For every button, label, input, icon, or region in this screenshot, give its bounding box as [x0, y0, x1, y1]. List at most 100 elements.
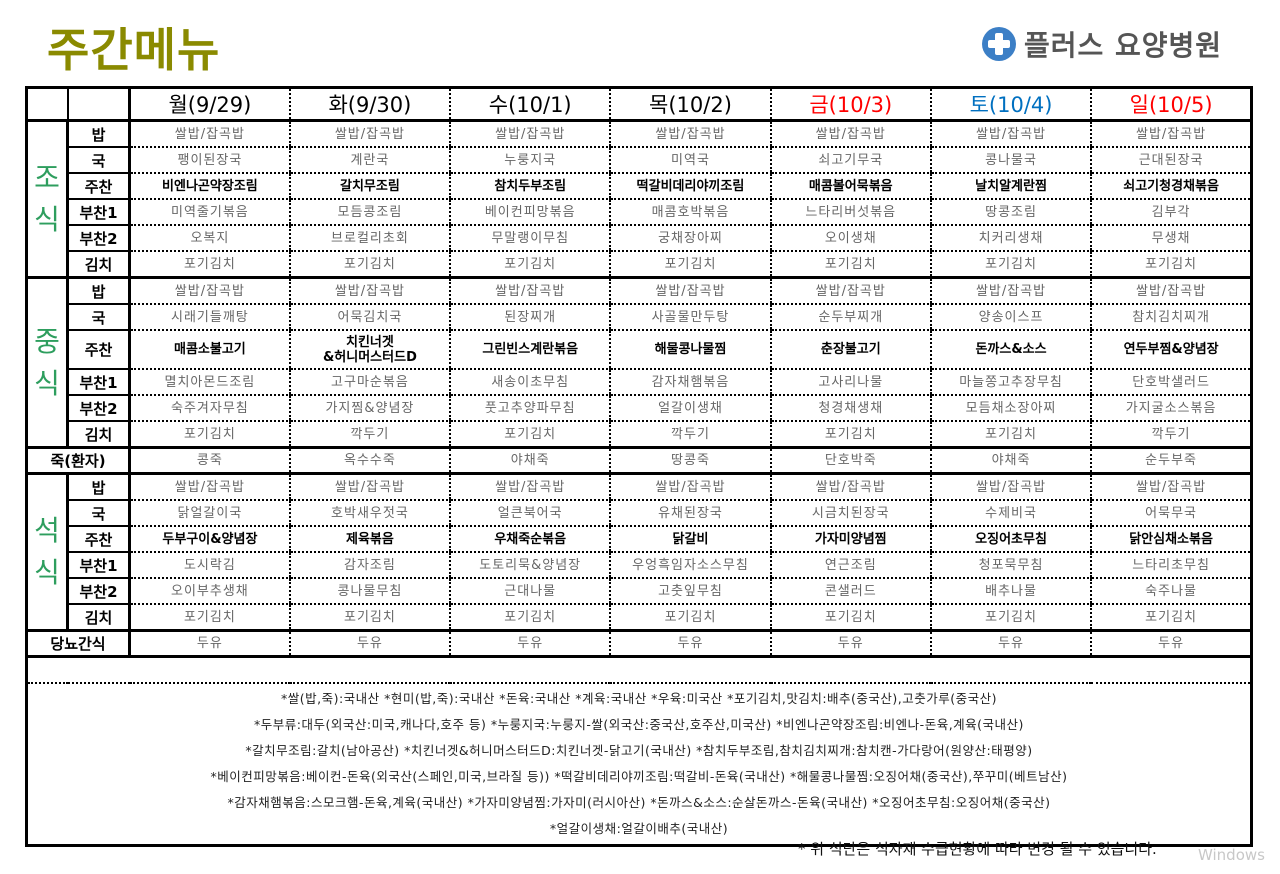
category-label: 국	[67, 147, 131, 174]
menu-cell: 떡갈비데리야끼조림	[609, 173, 771, 200]
menu-cell: 쌀밥/잡곡밥	[1090, 277, 1252, 305]
menu-cell: 깍두기	[1090, 421, 1252, 449]
menu-cell: 쌀밥/잡곡밥	[929, 277, 1092, 305]
medical-cross-icon	[982, 27, 1016, 61]
table-row: 부찬1 도시락김 감자조림 도토리묵&양념장 우엉흑임자소스무침 연근조림 청포묵무침 느타리…	[27, 552, 1252, 579]
menu-cell: 느타리버섯볶음	[769, 199, 931, 226]
header-row: 월(9/29) 화(9/30) 수(10/1) 목(10/2) 금(10/3) 토(10/…	[26, 87, 1252, 122]
category-label: 부찬2	[67, 578, 131, 605]
category-label: 김치	[67, 604, 131, 632]
spacer-cell	[26, 656, 1252, 684]
menu-cell: 포기김치	[769, 251, 931, 279]
category-label: 부찬1	[67, 552, 131, 579]
menu-cell: 콩나물국	[929, 147, 1092, 174]
menu-cell: 베이컨피망볶음	[449, 199, 611, 226]
menu-cell: 해물콩나물찜	[609, 330, 771, 370]
meal-label: 석식	[26, 473, 69, 632]
menu-cell: 포기김치	[769, 604, 931, 632]
menu-cell: 포기김치	[929, 421, 1092, 449]
menu-cell: 고사리나물	[769, 369, 931, 396]
menu-cell: 오복지	[129, 225, 290, 252]
menu-cell: 브로컬리초회	[288, 225, 451, 252]
menu-cell: 콩나물무침	[288, 578, 451, 605]
menu-cell: 쌀밥/잡곡밥	[129, 120, 290, 148]
menu-cell: 땅콩조림	[929, 199, 1092, 226]
menu-cell: 미역줄기볶음	[129, 199, 290, 226]
menu-cell: 매콤볼어묵볶음	[769, 173, 931, 200]
menu-cell: 우채죽순볶음	[449, 526, 611, 553]
menu-cell: 오이부추생채	[129, 578, 290, 605]
menu-cell: 오이생채	[769, 225, 931, 252]
menu-cell: 배추나물	[929, 578, 1092, 605]
table-row: 주찬 비엔나곤약장조림 갈치무조림 참치두부조림 떡갈비데리야끼조림 매콤볼어묵볶음 날치알…	[27, 173, 1252, 200]
origin-notes: *쌀(밥,죽):국내산 *현미(밥,죽):국내산 *돈육:국내산 *계육:국내산…	[27, 683, 1252, 846]
menu-cell: 가지굴소스볶음	[1090, 395, 1252, 422]
menu-cell: 포기김치	[288, 604, 451, 632]
table-row: 당뇨간식 두유 두유 두유 두유 두유 두유 두유	[26, 630, 1252, 658]
menu-cell: 사골물만두탕	[609, 304, 771, 331]
menu-cell: 쌀밥/잡곡밥	[129, 473, 290, 501]
menu-cell: 멸치아몬드조림	[129, 369, 290, 396]
day-header: 일(10/5)	[1090, 87, 1252, 122]
menu-cell: 쇠고기청경채볶음	[1090, 173, 1252, 200]
menu-cell: 포기김치	[449, 604, 611, 632]
day-header: 화(9/30)	[288, 87, 451, 122]
table-row: 부찬1 미역줄기볶음 모듬콩조림 베이컨피망볶음 매콤호박볶음 느타리버섯볶음 땅콩조림 김부…	[27, 199, 1252, 226]
origin-note-line: *갈치무조림:갈치(남아공산) *치킨너겟&허니머스터드D:치킨너겟-닭고기(국…	[245, 743, 1033, 758]
menu-cell: 감자조림	[288, 552, 451, 579]
origin-note-line: *쌀(밥,죽):국내산 *현미(밥,죽):국내산 *돈육:국내산 *계육:국내산…	[280, 691, 998, 706]
menu-cell: 쌀밥/잡곡밥	[449, 473, 611, 501]
menu-cell: 쌀밥/잡곡밥	[769, 277, 931, 305]
menu-cell: 쌀밥/잡곡밥	[929, 473, 1092, 501]
menu-cell: 계란국	[288, 147, 451, 174]
menu-cell: 두유	[929, 630, 1092, 658]
menu-cell: 포기김치	[1090, 251, 1252, 279]
menu-cell: 새송이초무침	[449, 369, 611, 396]
menu-cell: 쌀밥/잡곡밥	[288, 120, 451, 148]
menu-cell: 오징어초무침	[929, 526, 1092, 553]
menu-cell: 닭안심채소볶음	[1090, 526, 1252, 553]
origin-notes-row: *쌀(밥,죽):국내산 *현미(밥,죽):국내산 *돈육:국내산 *계육:국내산…	[27, 683, 1252, 846]
menu-cell: 매콤소불고기	[129, 330, 290, 370]
menu-cell: 두부구이&양념장	[129, 526, 290, 553]
table-row: 부찬2 오복지 브로컬리초회 무말랭이무침 궁채장아찌 오이생채 치커리생채 무생채	[27, 225, 1252, 252]
table-row: 김치 포기김치 깍두기 포기김치 깍두기 포기김치 포기김치 깍두기	[27, 421, 1252, 449]
category-label: 주찬	[67, 526, 131, 553]
menu-cell: 쌀밥/잡곡밥	[129, 277, 290, 305]
table-row: 국 팽이된장국 계란국 누룽지국 미역국 쇠고기무국 콩나물국 근대된장국	[27, 147, 1252, 174]
row-label: 죽(환자)	[26, 447, 131, 475]
menu-cell: 시금치된장국	[769, 500, 931, 527]
page-title: 주간메뉴	[47, 23, 221, 77]
menu-cell: 쇠고기무국	[769, 147, 931, 174]
table-row: 국 닭얼갈이국 호박새우젓국 얼큰북어국 유채된장국 시금치된장국 수제비국 어묵무국	[27, 500, 1252, 527]
windows-watermark: Windows	[1198, 846, 1265, 864]
category-label: 부찬1	[67, 369, 131, 396]
table-row: 석식 밥 쌀밥/잡곡밥 쌀밥/잡곡밥 쌀밥/잡곡밥 쌀밥/잡곡밥 쌀밥/잡곡밥 쌀밥/잡곡밥 쌀…	[26, 473, 1252, 632]
menu-cell: 단호박죽	[769, 447, 931, 475]
menu-cell: 두유	[288, 630, 451, 658]
corner-cell	[26, 87, 69, 122]
hospital-logo: 플러스 요양병원	[982, 24, 1222, 64]
menu-cell: 누룽지국	[449, 147, 611, 174]
menu-cell: 유채된장국	[609, 500, 771, 527]
table-row: 김치 포기김치 포기김치 포기김치 포기김치 포기김치 포기김치 포기김치	[27, 604, 1252, 632]
day-header: 토(10/4)	[929, 87, 1092, 122]
menu-cell: 미역국	[609, 147, 771, 174]
menu-cell: 제육볶음	[288, 526, 451, 553]
menu-cell: 감자채햄볶음	[609, 369, 771, 396]
menu-cell: 순두부찌개	[769, 304, 931, 331]
menu-cell: 단호박샐러드	[1090, 369, 1252, 396]
origin-note-line: *베이컨피망볶음:베이컨-돈육(외국산(스페인,미국,브라질 등)) *떡갈비데…	[210, 769, 1068, 784]
spacer-row	[26, 656, 1252, 684]
menu-cell: 콩죽	[129, 447, 290, 475]
table-row: 국 시래기들깨탕 어묵김치국 된장찌개 사골물만두탕 순두부찌개 양송이스프 참치김치찌개	[27, 304, 1252, 331]
menu-cell: 두유	[129, 630, 290, 658]
menu-cell: 포기김치	[609, 251, 771, 279]
menu-cell: 풋고추양파무침	[449, 395, 611, 422]
menu-cell: 숙주겨자무침	[129, 395, 290, 422]
table-row: 주찬 매콤소불고기 치킨너겟 &허니머스터드D 그린빈스계란볶음 해물콩나물찜 춘장불고기…	[27, 330, 1252, 370]
menu-cell: 포기김치	[609, 604, 771, 632]
meal-name: 조식	[34, 161, 60, 236]
origin-note-line: *얼갈이생채:얼갈이배추(국내산)	[549, 821, 729, 836]
menu-cell: 쌀밥/잡곡밥	[929, 120, 1092, 148]
